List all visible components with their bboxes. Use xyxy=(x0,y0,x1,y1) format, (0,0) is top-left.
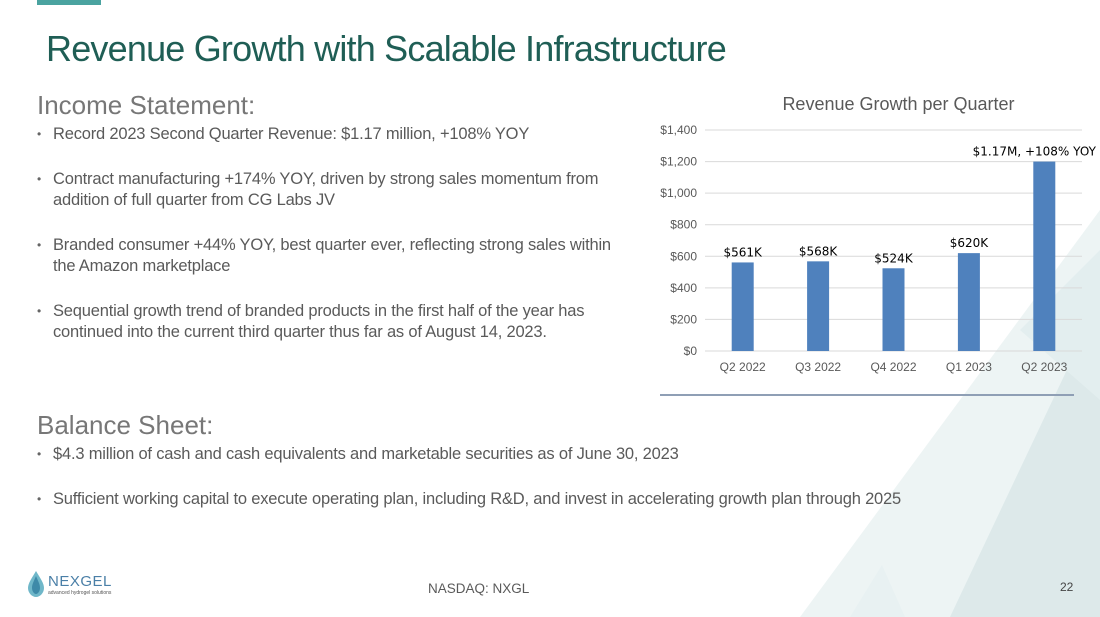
income-bullet: Record 2023 Second Quarter Revenue: $1.1… xyxy=(37,124,612,145)
income-bullet: Branded consumer +44% YOY, best quarter … xyxy=(37,235,612,277)
bar xyxy=(957,253,980,351)
chart-title: Revenue Growth per Quarter xyxy=(782,94,1014,114)
y-tick-label: $800 xyxy=(670,218,697,232)
income-bullet: Contract manufacturing +174% YOY, driven… xyxy=(37,169,612,211)
x-tick-label: Q2 2022 xyxy=(720,360,766,374)
revenue-chart: Revenue Growth per Quarter $0 $200 $400 $600… xyxy=(660,94,1097,374)
data-label: $1.17M, +108% YOY xyxy=(973,145,1097,159)
nexgel-logo: NEXGEL advanced hydrogel solutions xyxy=(26,570,146,600)
bar xyxy=(731,262,754,351)
bar xyxy=(807,261,830,351)
y-tick-label: $400 xyxy=(670,281,697,295)
divider-line xyxy=(660,394,1074,396)
slide-title: Revenue Growth with Scalable Infrastruct… xyxy=(46,28,727,69)
accent-bar xyxy=(37,0,101,5)
balance-bullet: $4.3 million of cash and cash equivalent… xyxy=(37,444,1057,465)
bar xyxy=(1033,161,1056,351)
y-tick-label: $1,400 xyxy=(660,123,697,137)
x-tick-label: Q3 2022 xyxy=(795,360,841,374)
x-tick-label: Q4 2022 xyxy=(870,360,916,374)
balance-bullet-list: $4.3 million of cash and cash equivalent… xyxy=(37,444,1057,534)
income-bullet: Sequential growth trend of branded produ… xyxy=(37,301,612,343)
logo-tagline: advanced hydrogel solutions xyxy=(48,590,112,596)
page-number: 22 xyxy=(1060,580,1074,594)
ticker-footer: NASDAQ: NXGL xyxy=(428,581,530,596)
y-tick-label: $200 xyxy=(670,312,697,326)
balance-bullet: Sufficient working capital to execute op… xyxy=(37,489,1057,510)
y-tick-label: $0 xyxy=(684,344,698,358)
income-bullet-list: Record 2023 Second Quarter Revenue: $1.1… xyxy=(37,124,612,367)
data-label: $620K xyxy=(950,236,990,250)
bar xyxy=(882,268,905,351)
data-label: $568K xyxy=(799,244,839,258)
data-label: $524K xyxy=(874,251,914,265)
y-tick-label: $1,200 xyxy=(660,155,697,169)
droplet-logo-icon xyxy=(28,571,44,597)
logo-wordmark: NEXGEL xyxy=(48,573,112,590)
y-tick-label: $600 xyxy=(670,249,697,263)
x-tick-label: Q2 2023 xyxy=(1021,360,1067,374)
income-statement-heading: Income Statement: xyxy=(37,90,256,120)
data-label: $561K xyxy=(723,245,763,259)
x-tick-label: Q1 2023 xyxy=(946,360,992,374)
balance-sheet-heading: Balance Sheet: xyxy=(37,410,214,440)
y-tick-label: $1,000 xyxy=(660,186,697,200)
